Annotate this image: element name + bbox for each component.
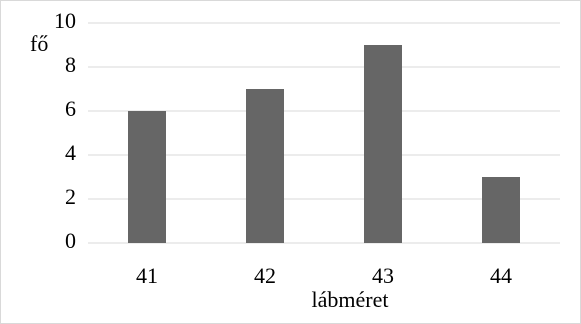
y-tick-label: 0 [65,228,76,253]
y-tick-label: 2 [65,184,76,209]
bar [128,111,166,243]
y-axis-title: fő [30,31,48,56]
y-tick-label: 8 [65,52,76,77]
x-axis-title: lábméret [312,287,389,312]
y-tick-label: 4 [65,140,76,165]
x-tick-label: 44 [490,263,512,288]
bar [246,89,284,243]
y-tick-label: 6 [65,96,76,121]
bar [364,45,402,243]
x-tick-label: 43 [372,263,394,288]
y-tick-label: 10 [54,8,76,33]
bar [482,177,520,243]
x-tick-label: 41 [136,263,158,288]
x-tick-label: 42 [254,263,276,288]
